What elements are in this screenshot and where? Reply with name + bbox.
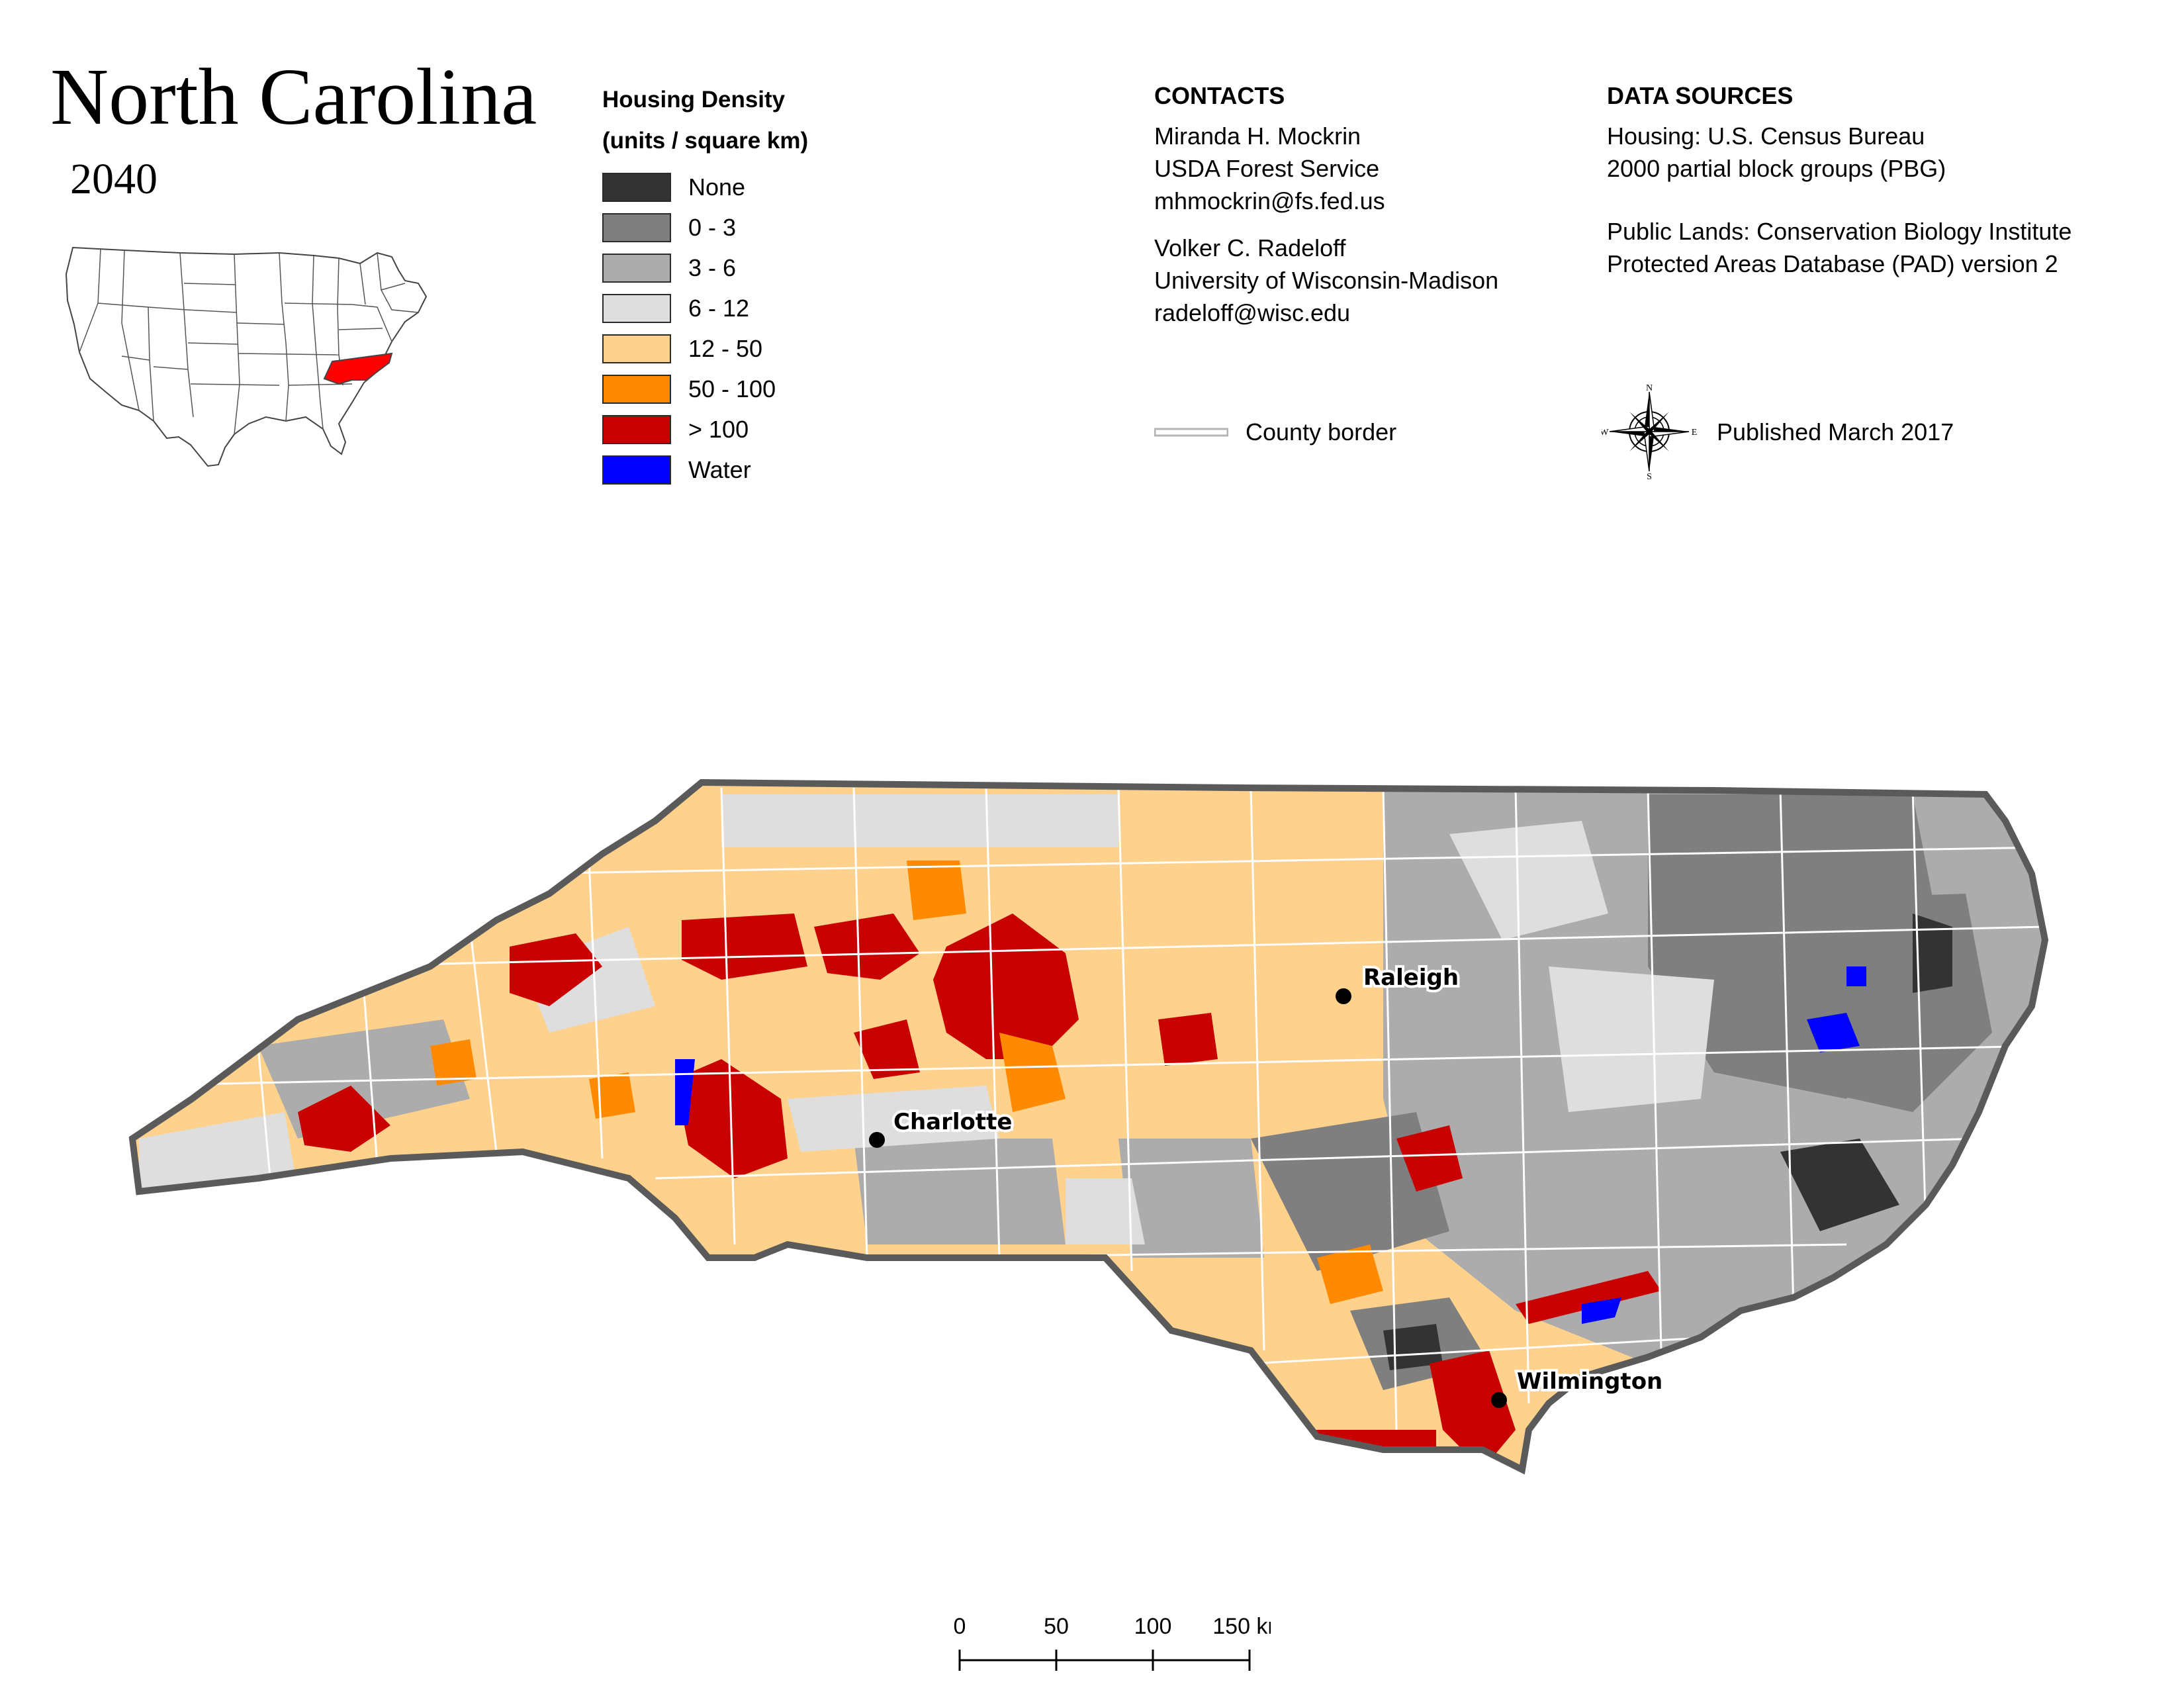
- compass-w: W: [1602, 428, 1609, 438]
- legend-title: Housing Density: [602, 87, 786, 113]
- legend-swatch: [602, 253, 671, 283]
- contacts-block: CONTACTS Miranda H. Mockrin USDA Forest …: [1154, 79, 1498, 329]
- compass-rose-icon: N S E W: [1602, 384, 1697, 479]
- data-sources-heading: DATA SOURCES: [1607, 82, 1794, 109]
- lands-source-line-2: Protected Areas Database (PAD) version 2: [1607, 250, 2058, 277]
- county-border-legend: County border: [1154, 418, 1396, 446]
- wilmington-label: Wilmington: [1517, 1368, 1662, 1395]
- water-body: [1807, 1013, 1860, 1053]
- county-border-label: County border: [1246, 418, 1397, 445]
- legend-swatch: [602, 414, 671, 444]
- scale-tick-0: 0: [954, 1614, 966, 1639]
- legend-label: 50 - 100: [688, 375, 776, 402]
- county-border-line-icon: [1154, 428, 1228, 437]
- legend-swatch: [602, 172, 671, 202]
- us-outline: [65, 246, 428, 467]
- legend-units: (units / square km): [602, 128, 809, 154]
- north-carolina-map: Raleigh Charlotte Wilmington: [126, 768, 2071, 1516]
- city-raleigh: Raleigh: [1336, 962, 1461, 1004]
- legend-item: 3 - 6: [602, 248, 933, 288]
- scale-bar: 0 50 100 150 km: [954, 1614, 1271, 1671]
- legend-item: Water: [602, 449, 933, 490]
- north-carolina-highlight: [323, 352, 393, 385]
- compass-e: E: [1692, 428, 1697, 438]
- county-borders: [132, 787, 2045, 1430]
- legend-label: 3 - 6: [688, 254, 737, 281]
- contact-2-org: University of Wisconsin-Madison: [1154, 267, 1499, 294]
- legend-swatch: [602, 455, 671, 485]
- housing-source-line-1: Housing: U.S. Census Bureau: [1607, 122, 1925, 150]
- us-locator-map: [65, 246, 428, 467]
- charlotte-label: Charlotte: [893, 1109, 1012, 1135]
- contacts-heading: CONTACTS: [1154, 82, 1285, 109]
- scale-tick-150: 150 km: [1212, 1614, 1271, 1639]
- legend-swatch: [602, 293, 671, 323]
- scale-tick-50: 50: [1044, 1614, 1069, 1639]
- legend-swatch: [602, 334, 671, 363]
- housing-density-legend: Housing Density (units / square km) None…: [602, 79, 933, 490]
- legend-item: 0 - 3: [602, 207, 933, 248]
- city-wilmington: Wilmington: [1491, 1366, 1665, 1408]
- contact-1-email: mhmockrin@fs.fed.us: [1154, 187, 1385, 214]
- us-state-borders: [79, 248, 419, 435]
- data-sources-block: DATA SOURCES Housing: U.S. Census Bureau…: [1607, 79, 2071, 280]
- city-charlotte: Charlotte: [869, 1106, 1015, 1148]
- map-title: North Carolina: [50, 52, 537, 142]
- legend-label: 0 - 3: [688, 213, 737, 241]
- legend-label: > 100: [688, 415, 749, 443]
- legend-item: > 100: [602, 409, 933, 449]
- raleigh-label: Raleigh: [1363, 964, 1459, 991]
- compass-s: S: [1647, 472, 1652, 479]
- legend-item: 12 - 50: [602, 328, 933, 369]
- contact-2-email: radeloff@wisc.edu: [1154, 299, 1351, 326]
- legend-label: 6 - 12: [688, 294, 750, 322]
- wilmington-metro: [1430, 1350, 1516, 1470]
- map-year: 2040: [70, 155, 158, 203]
- legend-swatch: [602, 374, 671, 404]
- legend-item: 6 - 12: [602, 288, 933, 328]
- contact-1-org: USDA Forest Service: [1154, 155, 1380, 182]
- housing-density-raster: [132, 782, 2045, 1470]
- lands-source-line-1: Public Lands: Conservation Biology Insti…: [1607, 218, 2072, 245]
- housing-source-line-2: 2000 partial block groups (PBG): [1607, 155, 1946, 182]
- legend-swatch: [602, 212, 671, 242]
- legend-list: None 0 - 3 3 - 6 6 - 12 12 - 50 50 - 100 > 100…: [602, 167, 933, 490]
- legend-item: None: [602, 167, 933, 207]
- contact-1-name: Miranda H. Mockrin: [1154, 122, 1361, 150]
- published-date: Published March 2017: [1717, 418, 1954, 445]
- scale-tick-100: 100: [1134, 1614, 1172, 1639]
- compass-n: N: [1646, 384, 1653, 393]
- legend-label: Water: [688, 455, 751, 483]
- legend-label: 12 - 50: [688, 334, 763, 362]
- legend-label: None: [688, 173, 746, 201]
- legend-item: 50 - 100: [602, 369, 933, 409]
- contact-2-name: Volker C. Radeloff: [1154, 234, 1346, 261]
